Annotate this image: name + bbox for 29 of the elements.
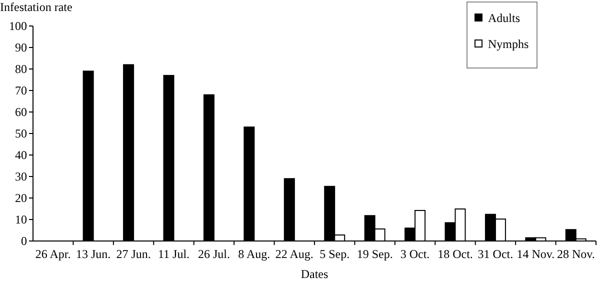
x-tick-label: 19 Sep. bbox=[356, 247, 393, 261]
x-axis-title: Dates bbox=[300, 267, 328, 281]
x-tick-label: 3 Oct. bbox=[400, 247, 430, 261]
y-tick-label: 30 bbox=[15, 170, 27, 184]
x-tick-label: 18 Oct. bbox=[438, 247, 473, 261]
legend-label: Nymphs bbox=[488, 37, 529, 52]
x-tick-label: 28 Nov. bbox=[556, 247, 595, 261]
x-tick-label: 31 Oct. bbox=[478, 247, 514, 261]
x-tick-label: 13 Jun. bbox=[76, 247, 111, 261]
y-tick-label: 60 bbox=[15, 105, 27, 120]
x-tick-label: 8 Aug. bbox=[238, 247, 270, 261]
x-tick-label: 22 Aug. bbox=[275, 247, 314, 261]
x-tick-label: 26 Jul. bbox=[198, 247, 230, 261]
y-tick-label: 80 bbox=[15, 62, 27, 76]
y-tick-label: 20 bbox=[15, 191, 27, 206]
y-axis-title: Infestation rate bbox=[0, 0, 72, 14]
x-tick-label: 26 Apr. bbox=[35, 247, 71, 261]
x-tick-label: 27 Jun. bbox=[116, 247, 151, 261]
x-tick-label: 5 Sep. bbox=[320, 247, 350, 261]
x-tick-label: 14 Nov. bbox=[516, 247, 555, 261]
y-tick-label: 90 bbox=[15, 40, 27, 55]
y-tick-label: 50 bbox=[15, 126, 27, 141]
x-tick-label: 11 Jul. bbox=[158, 247, 190, 261]
y-tick-label: 10 bbox=[15, 212, 27, 227]
y-tick-label: 70 bbox=[15, 84, 27, 98]
y-tick-label: 40 bbox=[15, 148, 27, 162]
y-tick-label: 100 bbox=[9, 19, 27, 34]
legend-label: Adults bbox=[488, 11, 520, 26]
y-tick-label: 0 bbox=[21, 234, 27, 248]
